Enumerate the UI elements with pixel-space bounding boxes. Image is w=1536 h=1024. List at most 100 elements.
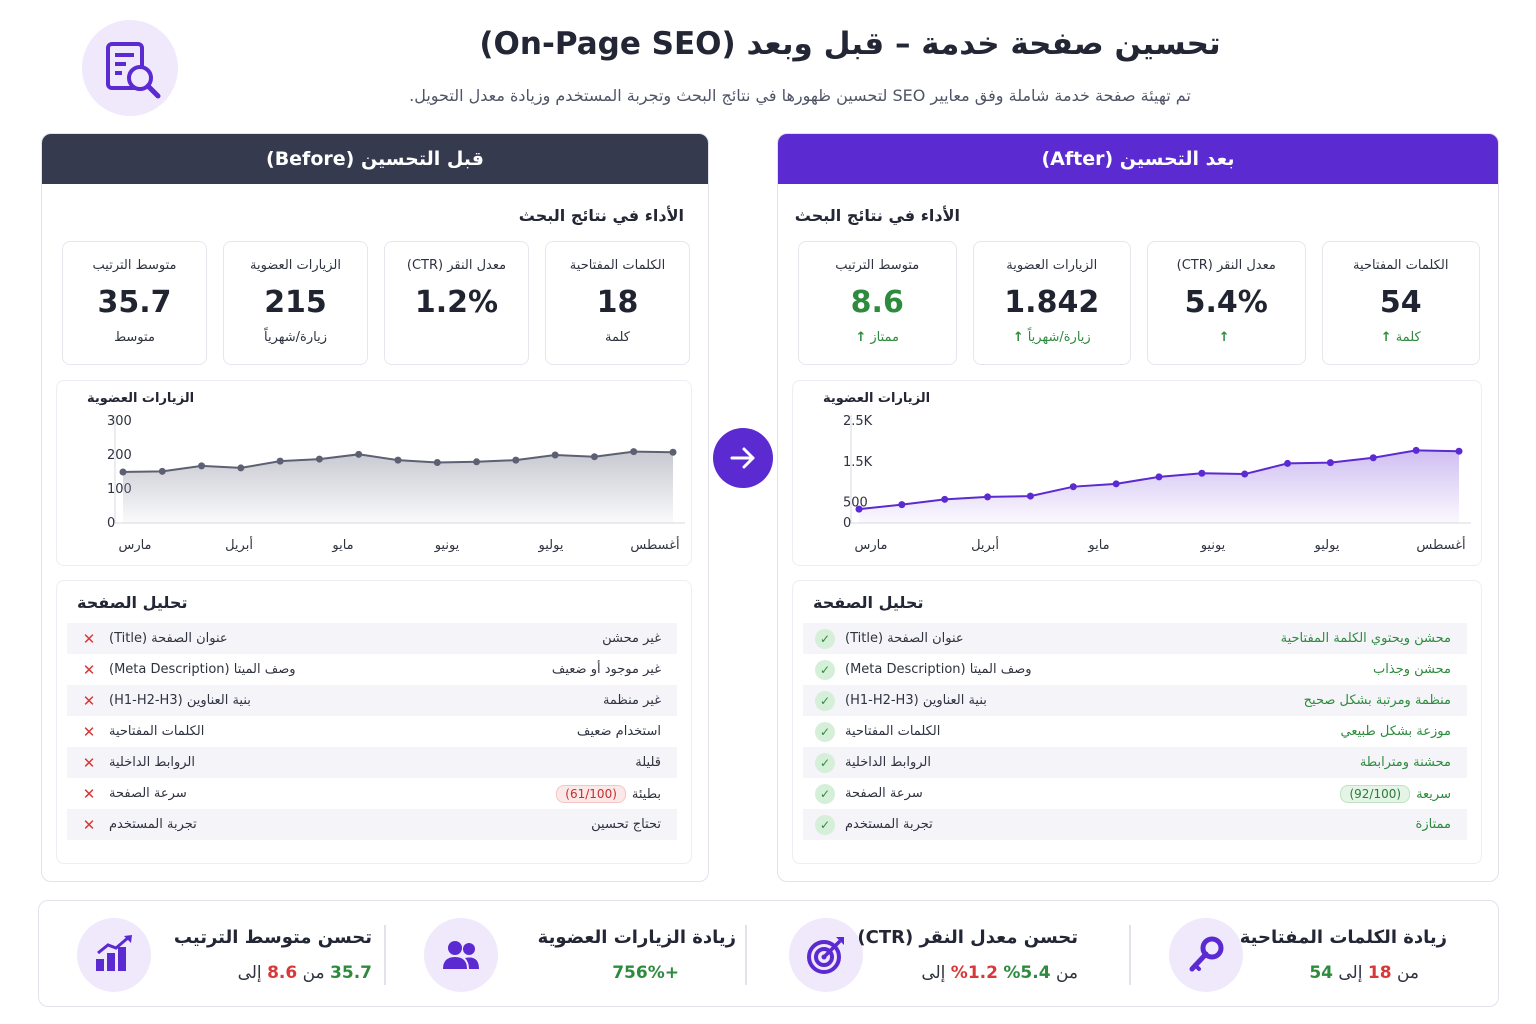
- data-point: [941, 495, 949, 503]
- analysis-item-name: عنوان الصفحة (Title): [845, 631, 964, 646]
- data-point: [1412, 446, 1420, 454]
- x-tick-label: أبريل: [971, 536, 999, 553]
- arrow-up-icon: ↑: [855, 330, 867, 345]
- metric-label: متوسط الترتيب: [92, 258, 177, 273]
- summary-to-value: 1.2%: [950, 963, 998, 983]
- data-point: [1284, 459, 1292, 467]
- analysis-value-text: سريعة: [1416, 786, 1451, 802]
- summary-to-label: إلى: [237, 963, 262, 983]
- analysis-item-name: عنوان الصفحة (Title): [109, 631, 228, 646]
- data-point: [512, 456, 520, 464]
- analysis-item-value: موزعة بشكل طبيعي: [1341, 724, 1452, 739]
- summary-icon-circle: [789, 918, 863, 992]
- arrow-up-icon: ↑: [1380, 330, 1392, 345]
- metric-unit: كلمة↑: [1323, 330, 1480, 345]
- summary-mid-label: إلى: [921, 963, 946, 983]
- analysis-value-text: بطيئة: [631, 786, 661, 802]
- analysis-item-name: تجربة المستخدم: [845, 817, 933, 832]
- metric-label: معدل النقر (CTR): [1176, 258, 1276, 273]
- analysis-row: ✕ وصف الميتا (Meta Description) غير موجود …: [67, 654, 677, 685]
- data-point: [158, 467, 166, 475]
- metric-card-ctr: معدل النقر (CTR) 1.2%: [384, 241, 529, 365]
- page-header: تحسين صفحة خدمة – قبل وبعد (On-Page SEO)…: [0, 0, 1536, 125]
- analysis-item-name: سرعة الصفحة: [845, 786, 923, 801]
- metric-unit-text: ممتاز: [870, 330, 900, 345]
- x-mark-icon: ✕: [82, 753, 96, 772]
- x-tick-label: أبريل: [225, 536, 253, 553]
- analysis-row: ✓ الكلمات المفتاحية موزعة بشكل طبيعي: [803, 716, 1467, 747]
- metric-value: 5.4%: [1184, 285, 1268, 320]
- metric-label: الزيارات العضوية: [249, 258, 341, 273]
- summary-title: زيادة الكلمات المفتاحية: [1239, 927, 1447, 948]
- y-tick-label: 0: [843, 516, 851, 531]
- analysis-item-name: بنية العناوين (H1-H2-H3): [845, 693, 987, 708]
- after-section-title: الأداء في نتائج البحث: [794, 206, 960, 225]
- before-analysis-rows: ✕ عنوان الصفحة (Title) غير محشن ✕ وصف الميتا…: [67, 623, 677, 840]
- before-panel-title: قبل التحسين (Before): [42, 134, 708, 184]
- analysis-item-name: بنية العناوين (H1-H2-H3): [109, 693, 251, 708]
- summary-icon-circle: [77, 918, 151, 992]
- metric-unit: متوسط: [114, 330, 155, 345]
- data-point: [1155, 473, 1163, 481]
- summary-change: من 5.4% من 1.2% إلى: [921, 963, 1078, 983]
- data-point: [119, 468, 127, 476]
- x-tick-label: مارس: [854, 538, 887, 553]
- after-panel-title: بعد التحسين (After): [778, 134, 1498, 184]
- x-tick-label: مايو: [1087, 538, 1109, 553]
- before-section-title: الأداء في نتائج البحث: [518, 206, 684, 225]
- summary-ctr: تحسن معدل النقر (CTR) من 5.4% من 1.2% إل…: [789, 901, 1119, 1008]
- data-point: [1112, 480, 1120, 488]
- chart-title: الزيارات العضوية: [87, 391, 195, 406]
- summary-from-value: 5.4%: [1003, 963, 1051, 983]
- analysis-item-value: بطيئة (61/100): [556, 784, 661, 803]
- x-mark-icon: ✕: [82, 660, 96, 679]
- analysis-item-name: الكلمات المفتاحية: [109, 724, 205, 739]
- page-title: تحسين صفحة خدمة – قبل وبعد (On-Page SEO): [479, 26, 1221, 62]
- analysis-value-text: تحتاج تحسين: [591, 817, 661, 832]
- score-pill: (92/100): [1340, 784, 1411, 803]
- analysis-item-name: سرعة الصفحة: [109, 786, 187, 801]
- metric-value: 215: [264, 285, 327, 320]
- analysis-item-value: محشنة ومترابطة: [1360, 755, 1451, 770]
- metric-unit: زيارة/شهرياً: [264, 330, 327, 345]
- arrow-right-icon: [730, 447, 755, 469]
- before-after-arrow: [713, 428, 773, 488]
- metric-label: الزيارات العضوية: [1006, 258, 1098, 273]
- data-point: [237, 464, 245, 472]
- analysis-item-value: سريعة (92/100): [1340, 784, 1451, 803]
- summary-bar: زيادة الكلمات المفتاحية من 18 إلى 54 تحس…: [38, 900, 1499, 1007]
- users-icon: [443, 941, 479, 969]
- target-icon: [807, 937, 844, 974]
- analysis-row: ✓ تجربة المستخدم ممتازة: [803, 809, 1467, 840]
- analysis-item-name: تجربة المستخدم: [109, 817, 197, 832]
- data-point: [276, 457, 284, 465]
- summary-title: زيادة الزيارات العضوية: [537, 927, 736, 948]
- analysis-item-value: قليلة: [635, 755, 661, 770]
- analysis-row: ✓ بنية العناوين (H1-H2-H3) منظمة ومرتبة بش…: [803, 685, 1467, 716]
- summary-icon-circle: [1169, 918, 1243, 992]
- after-visits-chart: الزيارات العضوية 0 500 1.5K 2.5K مارس أبريل ما…: [792, 380, 1482, 566]
- summary-divider: [745, 925, 747, 985]
- arrow-up-icon: ↑: [1218, 330, 1230, 345]
- metric-value: 1.842: [1004, 285, 1100, 320]
- analysis-value-text: موزعة بشكل طبيعي: [1340, 724, 1452, 739]
- analysis-value-text: غير موجود أو ضعيف: [551, 662, 661, 677]
- analysis-row: ✕ سرعة الصفحة بطيئة (61/100): [67, 778, 677, 809]
- metric-card-keywords: الكلمات المفتاحية 18 كلمة: [545, 241, 690, 365]
- metric-card-ctr: معدل النقر (CTR) 5.4% ↑: [1147, 241, 1306, 365]
- analysis-row: ✕ الكلمات المفتاحية استخدام ضعيف: [67, 716, 677, 747]
- before-metric-cards: الكلمات المفتاحية 18 كلمة معدل النقر (CT…: [62, 241, 690, 365]
- analysis-item-name: الكلمات المفتاحية: [845, 724, 941, 739]
- analysis-value-text: غير منظمة: [602, 693, 661, 708]
- analysis-value-text: منظمة ومرتبة بشكل صحيح: [1303, 693, 1451, 708]
- metric-card-organic-visits: الزيارات العضوية 215 زيارة/شهرياً: [223, 241, 368, 365]
- score-pill: (61/100): [556, 784, 626, 803]
- analysis-item-value: محشن وجذاب: [1373, 662, 1451, 677]
- data-point: [1026, 492, 1034, 500]
- summary-icon-circle: [424, 918, 498, 992]
- x-tick-label: مايو: [331, 538, 353, 553]
- summary-to-value: 8.6: [267, 963, 298, 983]
- analysis-item-value: غير محشن: [602, 631, 661, 646]
- summary-change-value: +756%: [612, 963, 679, 983]
- analysis-row: ✓ سرعة الصفحة سريعة (92/100): [803, 778, 1467, 809]
